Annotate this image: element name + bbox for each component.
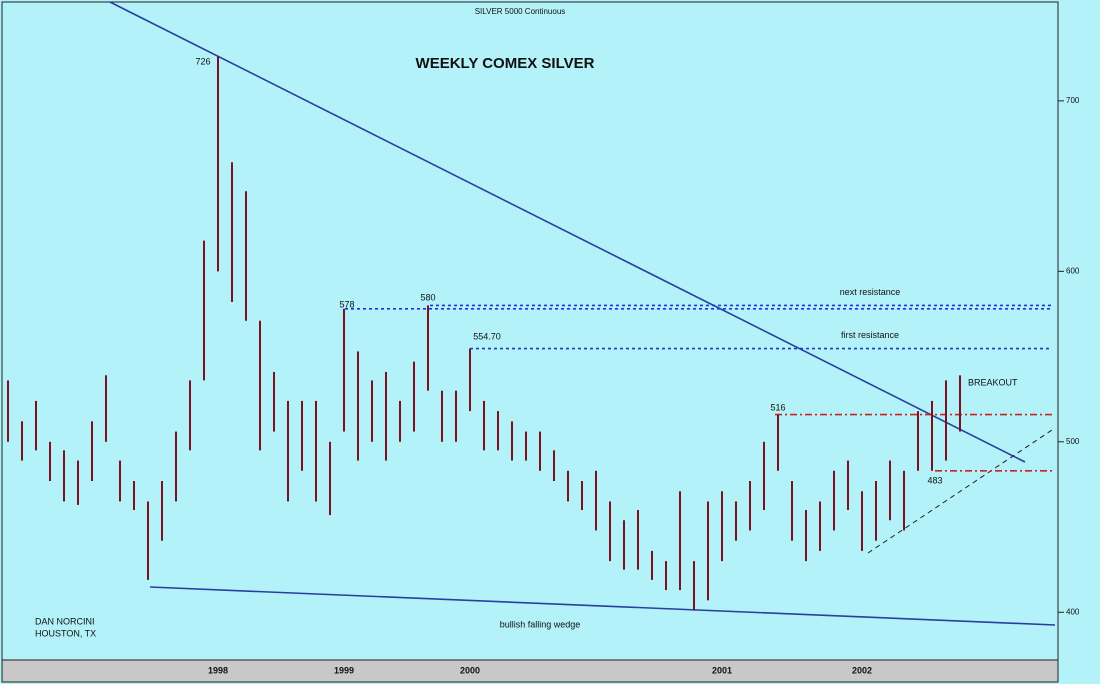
x-tick-label: 2002	[852, 665, 872, 675]
location-note: HOUSTON, TX	[35, 628, 96, 638]
breakout-label: BREAKOUT	[968, 377, 1018, 387]
x-tick-label: 2000	[460, 665, 480, 675]
peak-label: 516	[770, 402, 785, 412]
wedge-label: bullish falling wedge	[500, 619, 581, 629]
level-label: next resistance	[840, 287, 901, 297]
author-note: DAN NORCINI	[35, 616, 95, 626]
peak-label: 578	[339, 299, 354, 309]
peak-label: 726	[195, 56, 210, 66]
peak-label: 554.70	[473, 331, 501, 341]
y-tick-label: 600	[1066, 266, 1080, 275]
y-tick-label: 400	[1066, 607, 1080, 616]
y-tick-label: 500	[1066, 437, 1080, 446]
x-tick-label: 2001	[712, 665, 732, 675]
chart-subtitle: SILVER 5000 Continuous	[475, 7, 566, 16]
x-tick-label: 1999	[334, 665, 354, 675]
peak-label: 483	[927, 475, 942, 485]
x-tick-label: 1998	[208, 665, 228, 675]
y-tick-label: 700	[1066, 96, 1080, 105]
x-axis-band	[1, 659, 1059, 683]
peak-label: 580	[420, 292, 435, 302]
level-label: first resistance	[841, 330, 899, 340]
wedge-support-line	[149, 586, 1056, 626]
rising-support-line	[867, 427, 1056, 554]
chart-title: WEEKLY COMEX SILVER	[416, 55, 595, 72]
resistance-trendline	[109, 1, 1026, 463]
